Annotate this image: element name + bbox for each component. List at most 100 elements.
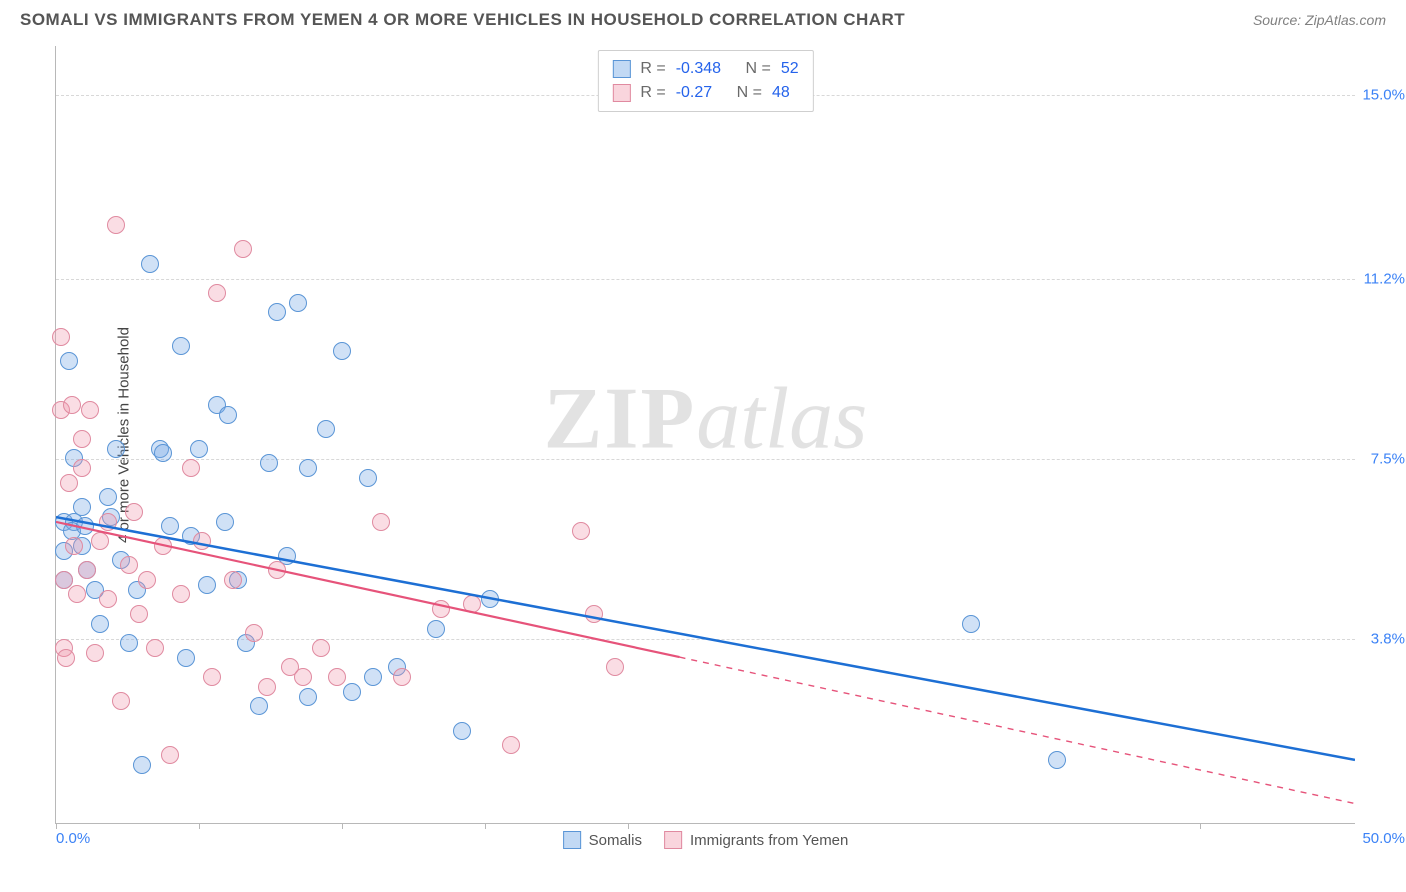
data-point-somalis: [962, 615, 980, 633]
data-point-yemen: [502, 736, 520, 754]
y-tick-label: 11.2%: [1359, 271, 1405, 288]
data-point-yemen: [172, 585, 190, 603]
data-point-yemen: [73, 459, 91, 477]
data-point-yemen: [65, 537, 83, 555]
data-point-somalis: [198, 576, 216, 594]
gridline: [56, 279, 1355, 280]
data-point-yemen: [86, 644, 104, 662]
x-tick-mark: [56, 823, 57, 829]
data-point-yemen: [154, 537, 172, 555]
data-point-yemen: [572, 522, 590, 540]
data-point-somalis: [107, 440, 125, 458]
trendline-dashed-yemen: [680, 657, 1355, 803]
x-axis-max-label: 50.0%: [1362, 830, 1405, 847]
data-point-somalis: [299, 688, 317, 706]
data-point-yemen: [63, 396, 81, 414]
data-point-yemen: [224, 571, 242, 589]
watermark-atlas: atlas: [696, 370, 867, 467]
swatch-pink-icon: [664, 831, 682, 849]
data-point-yemen: [294, 668, 312, 686]
swatch-blue-icon: [563, 831, 581, 849]
series-legend: Somalis Immigrants from Yemen: [563, 831, 849, 849]
data-point-yemen: [268, 561, 286, 579]
x-tick-mark: [342, 823, 343, 829]
data-point-somalis: [73, 498, 91, 516]
data-point-somalis: [427, 620, 445, 638]
data-point-somalis: [76, 517, 94, 535]
data-point-somalis: [91, 615, 109, 633]
x-tick-mark: [1200, 823, 1201, 829]
swatch-pink-icon: [612, 84, 630, 102]
legend-label-yemen: Immigrants from Yemen: [690, 832, 848, 849]
trendline-yemen: [56, 522, 680, 657]
data-point-yemen: [234, 240, 252, 258]
chart-header: SOMALI VS IMMIGRANTS FROM YEMEN 4 OR MOR…: [0, 0, 1406, 36]
data-point-yemen: [432, 600, 450, 618]
data-point-somalis: [133, 756, 151, 774]
data-point-yemen: [120, 556, 138, 574]
x-tick-mark: [485, 823, 486, 829]
watermark: ZIPatlas: [544, 368, 868, 469]
data-point-somalis: [453, 722, 471, 740]
data-point-yemen: [91, 532, 109, 550]
data-point-yemen: [146, 639, 164, 657]
stats-row-somalis: R = -0.348 N = 52: [612, 57, 798, 81]
data-point-somalis: [260, 454, 278, 472]
data-point-yemen: [57, 649, 75, 667]
data-point-somalis: [359, 469, 377, 487]
r-label: R =: [640, 57, 665, 81]
y-tick-label: 7.5%: [1359, 451, 1405, 468]
data-point-somalis: [364, 668, 382, 686]
gridline: [56, 459, 1355, 460]
scatter-chart: ZIPatlas 4 or more Vehicles in Household…: [55, 46, 1355, 824]
data-point-somalis: [481, 590, 499, 608]
chart-title: SOMALI VS IMMIGRANTS FROM YEMEN 4 OR MOR…: [20, 10, 905, 30]
data-point-somalis: [216, 513, 234, 531]
data-point-yemen: [78, 561, 96, 579]
r-value-yemen: -0.27: [676, 81, 712, 105]
n-label: N =: [737, 81, 762, 105]
n-value-yemen: 48: [772, 81, 790, 105]
legend-label-somalis: Somalis: [589, 832, 642, 849]
data-point-yemen: [203, 668, 221, 686]
y-tick-label: 3.8%: [1359, 631, 1405, 648]
data-point-yemen: [60, 474, 78, 492]
data-point-somalis: [268, 303, 286, 321]
data-point-yemen: [161, 746, 179, 764]
data-point-somalis: [141, 255, 159, 273]
data-point-somalis: [60, 352, 78, 370]
legend-item-somalis: Somalis: [563, 831, 642, 849]
data-point-somalis: [299, 459, 317, 477]
watermark-zip: ZIP: [544, 370, 697, 467]
data-point-somalis: [154, 444, 172, 462]
x-tick-mark: [199, 823, 200, 829]
data-point-yemen: [99, 590, 117, 608]
data-point-yemen: [193, 532, 211, 550]
data-point-somalis: [190, 440, 208, 458]
data-point-yemen: [73, 430, 91, 448]
data-point-somalis: [317, 420, 335, 438]
data-point-somalis: [333, 342, 351, 360]
data-point-somalis: [99, 488, 117, 506]
data-point-somalis: [1048, 751, 1066, 769]
data-point-yemen: [125, 503, 143, 521]
legend-item-yemen: Immigrants from Yemen: [664, 831, 848, 849]
data-point-yemen: [312, 639, 330, 657]
data-point-yemen: [585, 605, 603, 623]
x-axis-min-label: 0.0%: [56, 830, 90, 847]
data-point-yemen: [68, 585, 86, 603]
data-point-yemen: [258, 678, 276, 696]
data-point-yemen: [130, 605, 148, 623]
data-point-yemen: [606, 658, 624, 676]
data-point-yemen: [463, 595, 481, 613]
swatch-blue-icon: [612, 60, 630, 78]
n-label: N =: [746, 57, 771, 81]
data-point-yemen: [372, 513, 390, 531]
data-point-yemen: [81, 401, 99, 419]
source-name: ZipAtlas.com: [1305, 12, 1386, 28]
data-point-yemen: [107, 216, 125, 234]
data-point-yemen: [393, 668, 411, 686]
n-value-somalis: 52: [781, 57, 799, 81]
stats-legend: R = -0.348 N = 52 R = -0.27 N = 48: [597, 50, 813, 112]
data-point-somalis: [250, 697, 268, 715]
